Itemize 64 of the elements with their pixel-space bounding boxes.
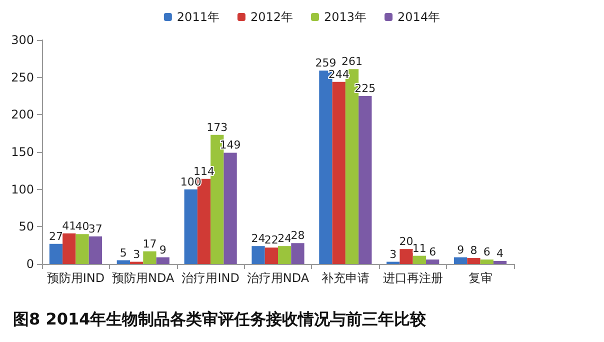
- bar: [278, 246, 292, 264]
- data-label: 6: [483, 246, 490, 259]
- data-label: 41: [62, 219, 76, 232]
- x-tick-label: 补充申请: [321, 271, 370, 285]
- y-tick-label: 300: [11, 33, 34, 47]
- bar: [480, 260, 494, 264]
- data-label: 8: [470, 244, 478, 258]
- bar: [76, 234, 89, 264]
- data-label: 261: [342, 55, 363, 68]
- data-label: 9: [159, 243, 166, 256]
- y-tick-label: 50: [18, 220, 34, 234]
- bar: [358, 96, 372, 264]
- data-label: 40: [75, 220, 90, 234]
- text: 图8 2014年生物制品各类审评任务接收情况与前三年比较: [13, 310, 428, 328]
- bar: [493, 261, 507, 264]
- bar: [143, 251, 156, 264]
- data-label: 3: [133, 248, 140, 261]
- x-tick-label: 进口再注册: [382, 271, 443, 285]
- data-label: 5: [120, 246, 127, 260]
- data-label: 3: [390, 248, 397, 261]
- data-label: 4: [496, 247, 504, 260]
- y-tick-label: 200: [11, 108, 34, 122]
- data-label: 22: [264, 234, 278, 247]
- x-tick-label: 复审: [468, 271, 492, 285]
- data-label: 259: [315, 56, 336, 70]
- bar: [156, 257, 170, 264]
- bar: [454, 257, 468, 264]
- bar: [252, 246, 265, 264]
- y-tick-label: 150: [11, 145, 34, 159]
- bar: [116, 260, 130, 264]
- x-tick-label: 预防用IND: [46, 271, 105, 285]
- bar: [49, 244, 63, 264]
- y-tick-label: 100: [11, 182, 34, 196]
- legend-label: 2012年: [250, 10, 294, 24]
- legend-label: 2013年: [324, 10, 367, 24]
- y-tick-label: 250: [11, 70, 34, 84]
- legend-label: 2014年: [398, 10, 440, 24]
- data-label: 24: [278, 232, 292, 246]
- data-label: 6: [429, 246, 436, 259]
- legend-label: 2011年: [176, 10, 220, 24]
- data-label: 37: [88, 222, 102, 236]
- bar: [264, 248, 278, 264]
- data-label: 28: [290, 229, 305, 242]
- bar: [412, 256, 426, 264]
- bar: [224, 152, 237, 264]
- data-label: 27: [48, 230, 63, 243]
- x-tick-label: 治疗用IND: [182, 271, 240, 285]
- data-label: 11: [412, 242, 426, 255]
- bar: [426, 260, 440, 264]
- x-tick-label: 预防用NDA: [112, 271, 176, 285]
- x-tick-label: 治疗用NDA: [246, 271, 310, 285]
- bar: [467, 258, 480, 264]
- data-label: 17: [142, 237, 157, 250]
- data-label: 9: [457, 243, 464, 256]
- y-tick-label: 0: [26, 257, 34, 271]
- bar: [291, 243, 304, 264]
- bar: [62, 233, 76, 264]
- data-label: 173: [206, 120, 228, 134]
- bar: [332, 82, 346, 264]
- data-label: 20: [399, 235, 414, 248]
- bar: [88, 236, 102, 264]
- bar: [184, 189, 198, 264]
- bar: [400, 249, 413, 264]
- data-label: 24: [251, 232, 266, 246]
